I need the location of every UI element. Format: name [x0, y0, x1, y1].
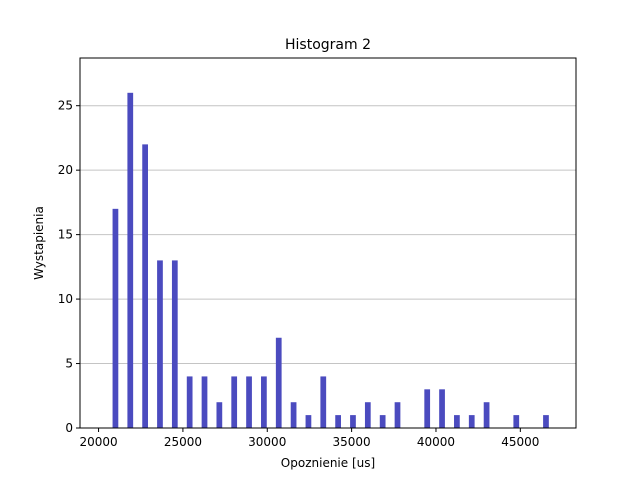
histogram-bar [142, 144, 148, 428]
histogram-bar [201, 376, 208, 428]
histogram-bar [379, 415, 386, 428]
x-tick-label: 35000 [333, 435, 371, 449]
bars [112, 92, 549, 429]
histogram-bar [454, 415, 460, 428]
histogram-bar [127, 92, 134, 429]
x-tick-label: 30000 [248, 435, 286, 449]
x-axis-ticks: 20000 25000 30000 35000 40000 45000 [79, 428, 539, 449]
x-axis-label: Opoznienie [us] [281, 456, 375, 470]
y-tick-label: 10 [58, 292, 73, 306]
y-tick-label: 25 [58, 99, 73, 113]
histogram-bar [513, 415, 520, 428]
histogram-bar [216, 402, 223, 428]
histogram-bar [320, 376, 327, 428]
histogram-bar [424, 389, 431, 428]
y-axis-ticks: 0 5 10 15 20 25 [58, 99, 80, 435]
histogram-bar [350, 415, 356, 428]
y-axis-label: Wystapienia [32, 206, 46, 280]
histogram-bar [543, 415, 549, 428]
histogram-bar [261, 376, 267, 428]
histogram-bar [439, 389, 445, 428]
y-tick-label: 15 [58, 228, 73, 242]
histogram-bar [335, 415, 341, 428]
histogram-bar [186, 376, 193, 428]
histogram-bar [246, 376, 252, 428]
y-tick-label: 5 [65, 357, 73, 371]
chart-title: Histogram 2 [285, 37, 371, 53]
histogram-bar [290, 402, 297, 428]
histogram-bar [231, 376, 238, 428]
plot-frame [79, 57, 577, 429]
histogram-bar [305, 415, 312, 428]
y-tick-label: 0 [65, 421, 73, 435]
histogram-bar [275, 337, 282, 428]
y-tick-label: 20 [58, 163, 73, 177]
x-tick-label: 20000 [79, 435, 117, 449]
histogram-bar [468, 415, 475, 428]
histogram-bar [483, 402, 490, 428]
x-tick-label: 25000 [164, 435, 202, 449]
histogram-bar [364, 402, 371, 428]
x-tick-label: 45000 [501, 435, 539, 449]
histogram-bar [112, 208, 119, 428]
x-tick-label: 40000 [417, 435, 455, 449]
histogram-bar [157, 260, 163, 428]
histogram-bar [171, 260, 178, 428]
histogram-bar [394, 402, 401, 428]
